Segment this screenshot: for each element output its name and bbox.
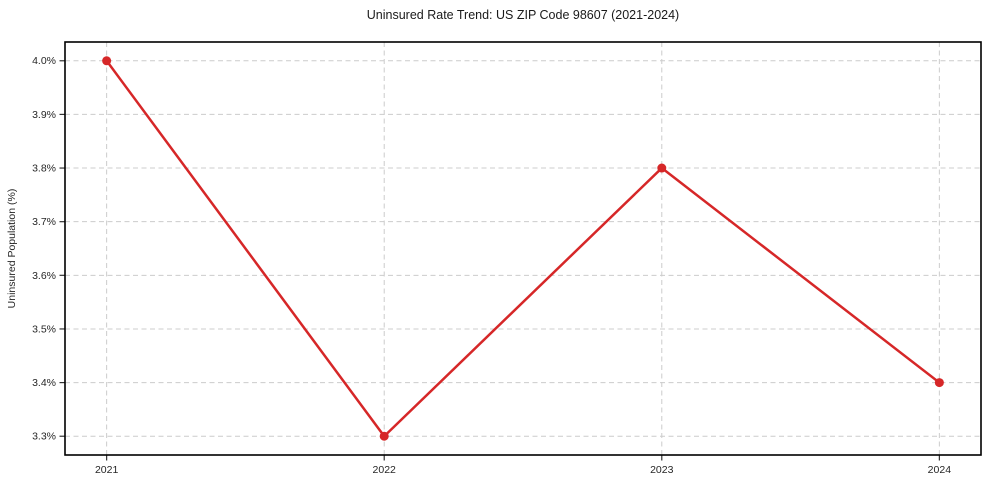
trend-line xyxy=(105,59,941,438)
y-axis-label: Uninsured Population (%) xyxy=(6,189,18,309)
y-tick-label: 3.9% xyxy=(32,109,56,121)
x-tick-label: 2022 xyxy=(373,464,397,476)
chart-title: Uninsured Rate Trend: US ZIP Code 98607 … xyxy=(366,8,680,22)
y-tick-label: 3.5% xyxy=(32,323,56,335)
data-point-marker xyxy=(102,56,112,66)
y-tick-label: 3.4% xyxy=(32,377,56,389)
plot-border xyxy=(64,41,982,456)
data-point-marker xyxy=(934,378,944,388)
grid-layer xyxy=(65,42,981,455)
y-tick-label: 3.3% xyxy=(32,431,56,443)
y-tick-label: 4.0% xyxy=(32,55,56,67)
y-tick-label: 3.8% xyxy=(32,163,56,175)
x-tick-label: 2021 xyxy=(95,464,119,476)
axis-layer: 3.3% 3.4% 3.5% 3.6% 3.7% 3.8% 3.9% 4.0% 2021 2022… xyxy=(32,41,982,476)
y-tick-label: 3.7% xyxy=(32,216,56,228)
series-layer xyxy=(102,56,944,441)
data-point-marker xyxy=(379,431,389,441)
x-tick-label: 2024 xyxy=(928,464,952,476)
data-point-marker xyxy=(657,163,667,173)
x-tick-label: 2023 xyxy=(650,464,674,476)
y-tick-label: 3.6% xyxy=(32,270,56,282)
